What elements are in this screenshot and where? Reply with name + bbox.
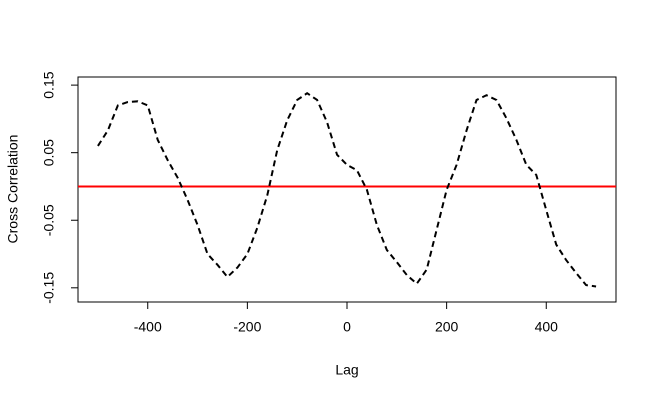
x-tick-label: 400 xyxy=(535,319,559,335)
plot-box xyxy=(77,76,617,303)
y-tick-label: -0.05 xyxy=(41,204,57,236)
x-axis-label: Lag xyxy=(335,362,358,378)
y-tick-label: -0.15 xyxy=(41,272,57,304)
x-tick-label: 200 xyxy=(435,319,459,335)
y-axis-label: Cross Correlation xyxy=(5,135,21,244)
x-tick-label: -200 xyxy=(233,319,261,335)
y-tick-label: 0.15 xyxy=(41,71,57,98)
x-tick-label: 0 xyxy=(343,319,351,335)
x-tick-label: -400 xyxy=(134,319,162,335)
y-tick-label: 0.05 xyxy=(41,139,57,166)
series-line xyxy=(97,92,597,288)
